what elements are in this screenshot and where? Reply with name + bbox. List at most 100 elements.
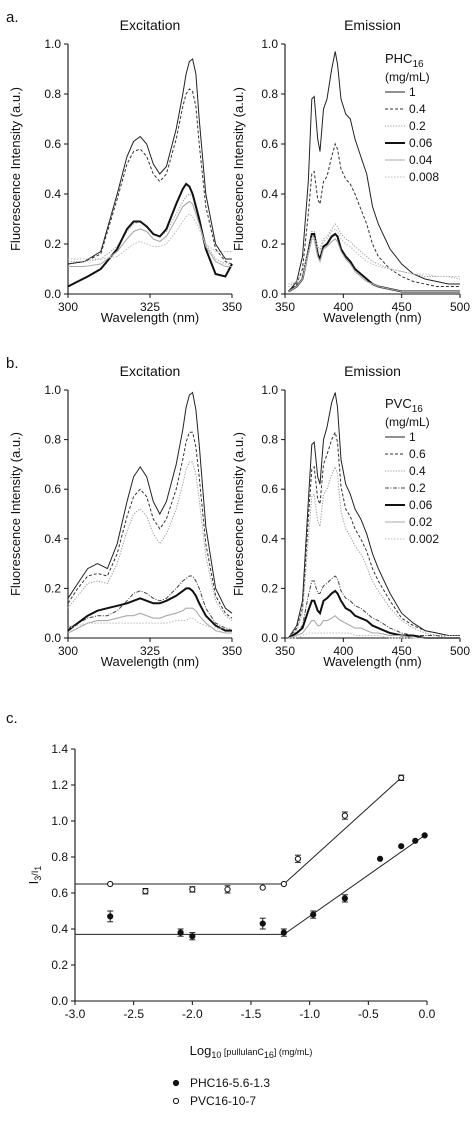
panel-label-c: c. <box>6 710 18 727</box>
y-tick-label: 0.2 <box>261 237 278 251</box>
x-tick-label: 500 <box>450 644 470 658</box>
data-point <box>412 837 419 844</box>
data-point <box>310 911 317 918</box>
series-line-0.02 <box>67 607 232 634</box>
y-tick-label: 0.2 <box>44 237 61 251</box>
x-tick-label: 350 <box>275 300 295 314</box>
data-point <box>107 913 114 920</box>
legend-marker <box>172 1079 180 1087</box>
data-point <box>398 843 405 850</box>
legend-entry: 0.2 <box>409 481 426 495</box>
x-tick-label: 350 <box>222 300 242 314</box>
series-line-0.06 <box>287 589 460 639</box>
data-point <box>341 895 348 902</box>
chart-a-em: 0.0 0.2 0.4 0.6 0.8 1.0 350 400 450 500 Emission Wa… <box>231 17 470 325</box>
legend-title: PVC16 <box>385 396 423 415</box>
x-tick-label: 300 <box>58 300 78 314</box>
x-tick-label: -2.5 <box>123 1007 144 1021</box>
series-line-0.04 <box>288 238 460 293</box>
legend-marker <box>172 1097 180 1105</box>
data-point <box>280 880 287 888</box>
data-point <box>259 884 266 891</box>
data-point <box>376 855 384 862</box>
series-line-0.4 <box>67 461 233 622</box>
x-axis-label: Wavelength (nm) <box>101 654 200 669</box>
x-tick-label: 500 <box>450 300 470 314</box>
x-axis-label: Wavelength (nm) <box>323 654 422 669</box>
series-line-0.008 <box>68 213 232 260</box>
y-tick-label: 0.4 <box>261 187 278 201</box>
data-point <box>107 880 114 888</box>
data-point <box>189 886 196 893</box>
legend-unit: (mg/mL) <box>385 70 430 84</box>
y-axis-label: Fluorescence Intensity (a.u.) <box>8 432 23 596</box>
legend-entry: 0.4 <box>409 464 426 478</box>
chart-title: Emission <box>344 363 401 379</box>
y-tick-label: 0.6 <box>51 886 68 900</box>
y-tick-label: 0.6 <box>261 137 278 151</box>
y-tick-label: 0.0 <box>44 287 61 301</box>
x-tick-label: -0.5 <box>358 1007 379 1021</box>
y-tick-label: 0.0 <box>51 994 68 1008</box>
x-tick-label: 450 <box>392 644 412 658</box>
y-axis-label: Fluorescence Intensity (a.u.) <box>8 87 23 251</box>
panel-label-b: b. <box>6 355 19 372</box>
y-tick-label: 0.4 <box>44 187 61 201</box>
y-tick-label: 0.2 <box>51 958 68 972</box>
series-line-1 <box>67 391 233 614</box>
series-line-0.2 <box>67 575 233 632</box>
data-point <box>294 855 302 862</box>
y-tick-label: 0.6 <box>44 482 61 496</box>
legend-unit: (mg/mL) <box>385 415 430 429</box>
x-tick-label: 350 <box>275 644 295 658</box>
y-tick-label: 1.0 <box>51 814 68 828</box>
legend-entry: 0.04 <box>409 153 433 167</box>
y-tick-label: 1.0 <box>261 383 278 397</box>
series-line-0.06 <box>67 587 232 632</box>
legend-entry: 1 <box>409 85 416 99</box>
y-tick-label: 0.8 <box>44 433 61 447</box>
data-point <box>280 929 287 936</box>
x-tick-label: -1.5 <box>241 1007 262 1021</box>
series-line-1 <box>288 51 460 292</box>
y-tick-label: 0.2 <box>261 581 278 595</box>
legend-entry: 0.02 <box>409 515 433 529</box>
series-line-0.4 <box>288 465 460 639</box>
chart-title: Excitation <box>120 17 181 33</box>
y-axis-label: Fluorescence Intensity (a.u.) <box>231 87 246 251</box>
y-tick-label: 1.0 <box>261 37 278 51</box>
chart-title: Emission <box>344 17 401 33</box>
x-tick-label: 400 <box>333 644 353 658</box>
y-tick-label: 0.8 <box>261 87 278 101</box>
y-tick-label: 0.4 <box>261 532 278 546</box>
chart-title: Excitation <box>120 363 181 379</box>
series-line-1 <box>288 392 460 639</box>
series-line-0.02 <box>288 614 460 639</box>
panel-label-a: a. <box>6 9 19 26</box>
y-axis-label: I3/I1 <box>26 866 43 885</box>
series-line-0.06 <box>287 232 460 293</box>
legend-entry: 0.4 <box>409 102 426 116</box>
x-axis-label: Wavelength (nm) <box>101 310 200 325</box>
y-tick-label: 0.4 <box>51 922 68 936</box>
series-line-1 <box>67 58 232 265</box>
x-axis-label: Log10 [pullulanC16] (mg/mL) <box>190 1043 313 1060</box>
y-tick-label: 0.4 <box>44 532 61 546</box>
series-line-0.6 <box>67 431 233 619</box>
legend-entry: 0.002 <box>409 532 439 546</box>
x-tick-label: 400 <box>333 300 353 314</box>
legend-entry: PHC16-5.6-1.3 <box>190 1076 270 1090</box>
data-point <box>224 886 231 893</box>
data-point <box>189 933 196 940</box>
y-tick-label: 0.8 <box>44 87 61 101</box>
legend-entry: 0.06 <box>409 136 433 150</box>
x-tick-label: 300 <box>58 644 78 658</box>
x-tick-label: 450 <box>392 300 412 314</box>
x-tick-label: 325 <box>140 300 160 314</box>
x-tick-label: 0.0 <box>419 1007 436 1021</box>
x-tick-label: -2.0 <box>182 1007 203 1021</box>
legend-entry: PVC16-10-7 <box>190 1094 256 1108</box>
data-point <box>142 888 149 895</box>
data-point <box>398 774 405 781</box>
